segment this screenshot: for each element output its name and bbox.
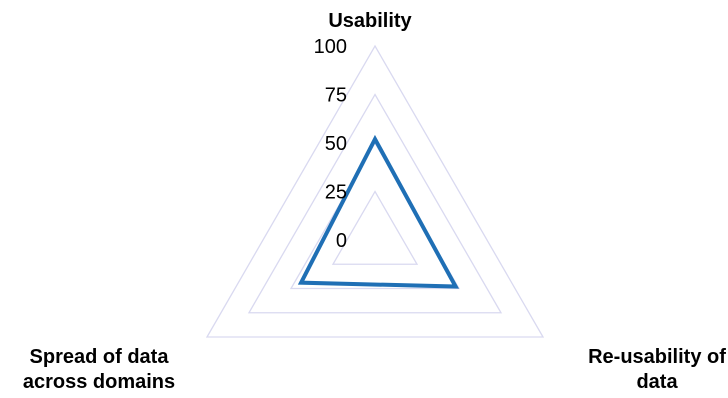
tick-label-100: 100 [314,36,347,58]
radar-series [297,134,460,289]
category-label-0-line-0: Usability [328,10,412,32]
radar-tick-labels: 0 25 50 75 100 [314,36,347,252]
category-label-2-line-1: across domains [23,371,175,393]
radar-category-labels: Usability Re-usability of data Spread of da… [23,10,726,393]
tick-label-75: 75 [325,85,347,107]
series-line-0 [297,134,460,289]
category-label-1: Re-usability of data [588,346,726,393]
radar-grid [205,44,545,338]
tick-label-0: 0 [336,230,347,252]
category-label-2-line-0: Spread of data [30,346,170,368]
category-label-0: Usability [328,10,412,32]
grid-ring-25 [331,190,419,265]
tick-label-50: 50 [325,133,347,155]
category-label-2: Spread of data across domains [23,346,175,393]
tick-label-25: 25 [325,182,347,204]
grid-ring-50 [289,141,461,290]
category-label-1-line-1: data [636,371,678,393]
category-label-1-line-0: Re-usability of [588,346,726,368]
grid-ring-75 [247,93,503,314]
grid-ring-100 [205,44,545,338]
